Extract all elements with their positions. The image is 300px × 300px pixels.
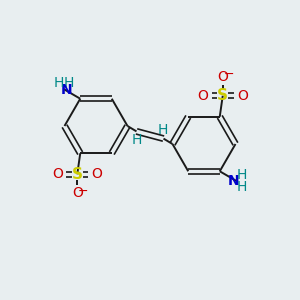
Text: N: N [60, 83, 72, 97]
Text: H: H [132, 133, 142, 147]
Text: −: − [78, 185, 88, 198]
Text: O: O [92, 167, 103, 181]
Text: O: O [52, 167, 63, 181]
Text: N: N [228, 175, 240, 188]
Text: H: H [158, 123, 168, 137]
Text: S: S [72, 167, 83, 182]
Text: O: O [197, 89, 208, 103]
Text: H: H [64, 76, 74, 89]
Text: −: − [224, 68, 234, 81]
Text: H: H [53, 76, 64, 89]
Text: S: S [217, 88, 228, 103]
Text: H: H [236, 181, 247, 194]
Text: O: O [237, 89, 248, 103]
Text: H: H [236, 169, 247, 182]
Text: O: O [217, 70, 228, 83]
Text: O: O [72, 187, 83, 200]
